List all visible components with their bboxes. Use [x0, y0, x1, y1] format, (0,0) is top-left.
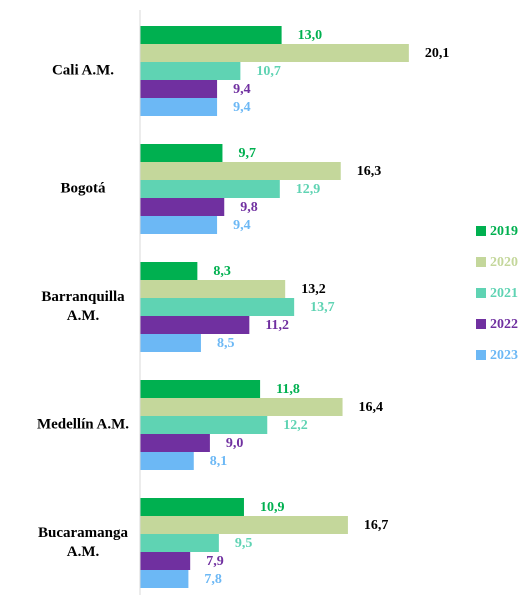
bar [140, 262, 198, 280]
bar [140, 180, 280, 198]
value-label: 9,7 [238, 146, 256, 161]
value-label: 20,1 [425, 46, 450, 61]
category-label: Bucaramanga A.M. [38, 525, 128, 560]
value-label: 9,4 [233, 100, 251, 115]
value-label: 16,3 [357, 164, 382, 179]
value-label: 8,1 [210, 454, 228, 469]
bar [140, 216, 218, 234]
value-label: 11,8 [276, 382, 300, 397]
bar [140, 416, 268, 434]
value-label: 16,7 [364, 518, 389, 533]
legend-swatch [476, 319, 486, 329]
value-label: 16,4 [359, 400, 384, 415]
legend-label: 2023 [490, 348, 518, 363]
bar [140, 498, 244, 516]
bar [140, 144, 223, 162]
bar [140, 316, 250, 334]
bar [140, 44, 409, 62]
value-label: 7,9 [206, 554, 224, 569]
bar [140, 452, 194, 470]
bar [140, 26, 282, 44]
legend-label: 2021 [490, 286, 518, 301]
bar [140, 98, 218, 116]
category-label: Medellín A.M. [36, 416, 130, 433]
bar [140, 570, 189, 588]
bar [140, 80, 218, 98]
legend-label: 2020 [490, 255, 518, 270]
bar [140, 334, 201, 352]
legend-swatch [476, 350, 486, 360]
value-label: 9,5 [235, 536, 253, 551]
value-label: 9,0 [226, 436, 244, 451]
legend-swatch [476, 288, 486, 298]
value-label: 10,9 [260, 500, 285, 515]
legend-label: 2019 [490, 224, 518, 239]
category-label: Cali A.M. [51, 62, 115, 79]
category-label: Bogotá [60, 180, 106, 197]
bar [140, 398, 343, 416]
value-label: 11,2 [265, 318, 289, 333]
value-label: 9,4 [233, 82, 251, 97]
bar [140, 434, 210, 452]
value-label: 8,3 [213, 264, 231, 279]
legend-swatch [476, 226, 486, 236]
value-label: 9,4 [233, 218, 251, 233]
bar [140, 380, 261, 398]
value-label: 7,8 [204, 572, 222, 587]
value-label: 13,7 [310, 300, 335, 315]
bar [140, 280, 286, 298]
legend-label: 2022 [490, 317, 518, 332]
value-label: 8,5 [217, 336, 235, 351]
bar [140, 534, 219, 552]
value-label: 9,8 [240, 200, 258, 215]
value-label: 12,2 [283, 418, 308, 433]
legend-swatch [476, 257, 486, 267]
bar [140, 516, 348, 534]
category-label: Barranquilla A.M. [41, 289, 125, 324]
value-label: 13,0 [298, 28, 323, 43]
value-label: 13,2 [301, 282, 326, 297]
value-label: 12,9 [296, 182, 321, 197]
bar [140, 552, 191, 570]
value-label: 10,7 [256, 64, 281, 79]
bar [140, 298, 295, 316]
bar [140, 162, 341, 180]
bar [140, 198, 225, 216]
bar [140, 62, 241, 80]
